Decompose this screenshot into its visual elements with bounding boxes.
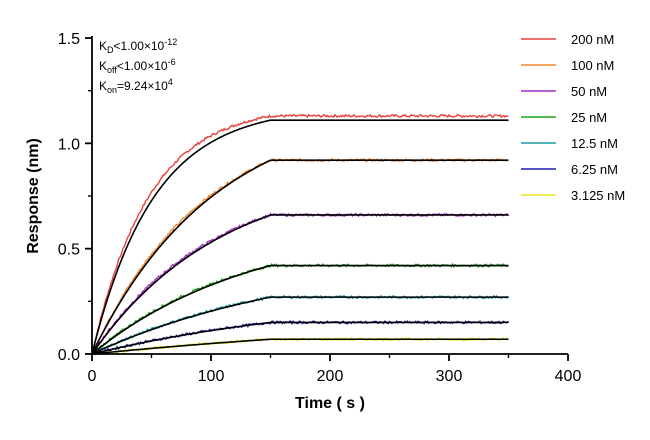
legend-label-6: 6.25 nM [571, 162, 618, 177]
y-tick-label: 1.0 [58, 136, 80, 153]
plot-area [91, 113, 510, 357]
fit-curve-2 [91, 159, 509, 355]
x-tick-label: 200 [317, 368, 344, 385]
kinetic-constant-d: KD<1.00×10-12 [99, 37, 177, 55]
kinetic-constant-on: Kon=9.24×104 [99, 77, 173, 95]
kinetic-constants: KD<1.00×10-12 Koff<1.00×10-6 Kon=9.24×104 [99, 37, 177, 95]
legend-label-5: 12.5 nM [571, 136, 618, 151]
fit-curve-4 [91, 264, 509, 355]
y-tick-label: 0.5 [58, 242, 80, 259]
x-tick-label: 0 [88, 368, 97, 385]
data-trace-6 [91, 320, 509, 356]
fit-curve-6 [91, 321, 509, 355]
x-tick-label: 400 [555, 368, 582, 385]
fit-curve-5 [91, 296, 509, 355]
kinetic-constant-off: Koff<1.00×10-6 [99, 57, 176, 75]
y-axis-title: Response (nm) [25, 138, 42, 254]
x-axis-title: Time ( s ) [295, 395, 365, 412]
legend-label-1: 200 nM [571, 32, 614, 47]
fit-curve-1 [91, 119, 509, 355]
data-trace-1 [91, 113, 509, 355]
legend-label-2: 100 nM [571, 58, 614, 73]
fit-curve-3 [91, 214, 509, 355]
y-tick-label: 0.0 [58, 347, 80, 364]
data-trace-5 [91, 294, 510, 355]
data-trace-3 [91, 212, 510, 355]
legend: 200 nM 100 nM 50 nM 25 nM 12.5 nM 6.25 nM 3.12… [521, 32, 625, 203]
fit-curve-7 [91, 338, 509, 355]
axes: 0 100 200 300 400 0.0 0.5 1.0 1.5 [58, 31, 582, 385]
x-tick-label: 100 [198, 368, 225, 385]
x-tick-label: 300 [436, 368, 463, 385]
y-tick-label: 1.5 [58, 31, 80, 48]
legend-label-4: 25 nM [571, 110, 607, 125]
legend-label-3: 50 nM [571, 84, 607, 99]
legend-label-7: 3.125 nM [571, 188, 625, 203]
